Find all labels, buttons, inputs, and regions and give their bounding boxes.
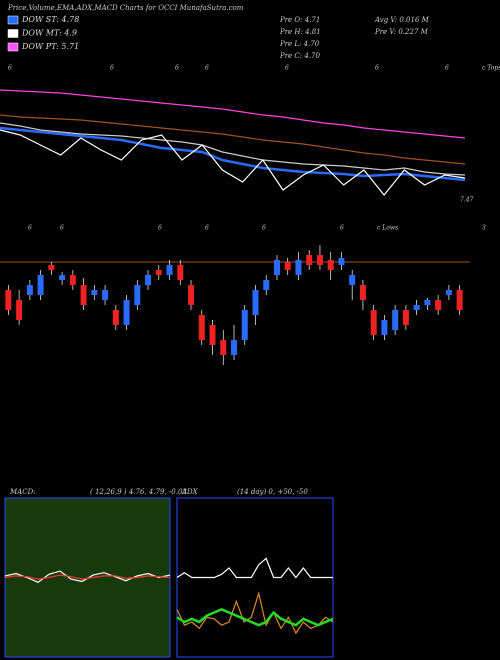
axis-note: 6	[110, 65, 114, 72]
series-line	[0, 89, 466, 139]
info-text: Pre V: 0.227 M	[374, 28, 429, 36]
candle-body	[155, 270, 162, 275]
panel-subtitle: ( 12,26,9 ) 4.76, 4.79, -0.03	[90, 488, 187, 496]
series-line	[0, 122, 466, 176]
candle-body	[188, 285, 195, 305]
candle-body	[392, 310, 399, 330]
candle-body	[402, 310, 409, 325]
candle-body	[112, 310, 119, 325]
axis-note: 6	[175, 65, 179, 72]
candle-body	[37, 275, 44, 295]
axis-note: 6	[60, 225, 64, 232]
legend-swatch	[7, 42, 19, 52]
axis-note: 6	[375, 65, 379, 72]
candle-body	[16, 300, 23, 320]
candle-body	[80, 285, 87, 305]
axis-note: c Tops	[482, 65, 500, 72]
info-text: Pre O: 4.71	[279, 16, 320, 24]
candle-body	[445, 290, 452, 295]
candle-body	[359, 285, 366, 300]
legend-swatch	[7, 15, 19, 25]
series-line	[176, 557, 333, 579]
panel-subtitle: (14 day) 0, +50, -50	[237, 488, 308, 496]
axis-note: 6	[28, 225, 32, 232]
candle-body	[413, 305, 420, 310]
candle-body	[220, 340, 227, 355]
candle-body	[145, 275, 152, 285]
axis-note: 6	[8, 65, 12, 72]
legend-label: DOW MT: 4.9	[21, 29, 77, 38]
candle-body	[435, 300, 442, 310]
candle-body	[273, 260, 280, 275]
axis-note: 6	[158, 225, 162, 232]
candle-body	[26, 285, 33, 295]
candle-body	[48, 265, 55, 270]
candle-body	[166, 265, 173, 275]
legend-swatch	[7, 29, 19, 38]
info-text: Avg V: 0.016 M	[374, 16, 430, 24]
candle-body	[327, 260, 334, 270]
series-line	[176, 607, 334, 627]
candle-body	[338, 258, 345, 265]
info-text: Pre H: 4.81	[279, 28, 321, 36]
panel-title: MACD:	[9, 488, 36, 496]
axis-note: 6	[340, 225, 344, 232]
candle-body	[198, 315, 205, 340]
candle-body	[263, 280, 270, 290]
series-line	[0, 129, 466, 196]
chart-title: Price,Volume,EMA,ADX,MACD Charts for OCC…	[7, 4, 244, 12]
axis-note: c Lows	[377, 225, 398, 232]
panel-title: ADX	[181, 488, 199, 496]
candle-body	[231, 340, 237, 355]
axis-note: 6	[262, 225, 266, 232]
candle-body	[177, 265, 184, 280]
series-line	[4, 574, 171, 580]
candle-body	[295, 260, 302, 275]
candle-body	[5, 290, 12, 310]
candle-body	[349, 275, 356, 285]
info-text: Pre C: 4.70	[279, 52, 320, 60]
candle-body	[91, 290, 98, 295]
candle-body	[59, 275, 66, 280]
candle-body	[209, 325, 216, 345]
candle-body	[370, 310, 377, 335]
candle-body	[123, 300, 130, 325]
candle-body	[69, 275, 76, 285]
series-line	[176, 591, 334, 635]
axis-note: 3	[482, 225, 486, 232]
candle-body	[102, 290, 109, 300]
axis-note: 6	[445, 65, 449, 72]
legend-label: DOW PT: 5.71	[21, 42, 79, 51]
series-line	[0, 126, 466, 182]
candle-body	[316, 255, 323, 265]
candle-body	[456, 290, 463, 310]
candle-body	[134, 285, 141, 305]
axis-note: 6	[205, 225, 209, 232]
candle-body	[424, 300, 431, 305]
legend-label: DOW ST: 4.78	[21, 15, 79, 24]
info-text: Pre L: 4.70	[279, 40, 320, 48]
axis-note: 6	[285, 65, 289, 72]
series-line	[0, 114, 466, 165]
candle-body	[252, 290, 259, 315]
candle-body	[241, 310, 248, 340]
axis-note: 6	[205, 65, 209, 72]
candle-body	[306, 255, 313, 265]
axis-note: 7.47	[460, 197, 474, 204]
candle-body	[284, 262, 291, 270]
candle-body	[381, 320, 388, 335]
